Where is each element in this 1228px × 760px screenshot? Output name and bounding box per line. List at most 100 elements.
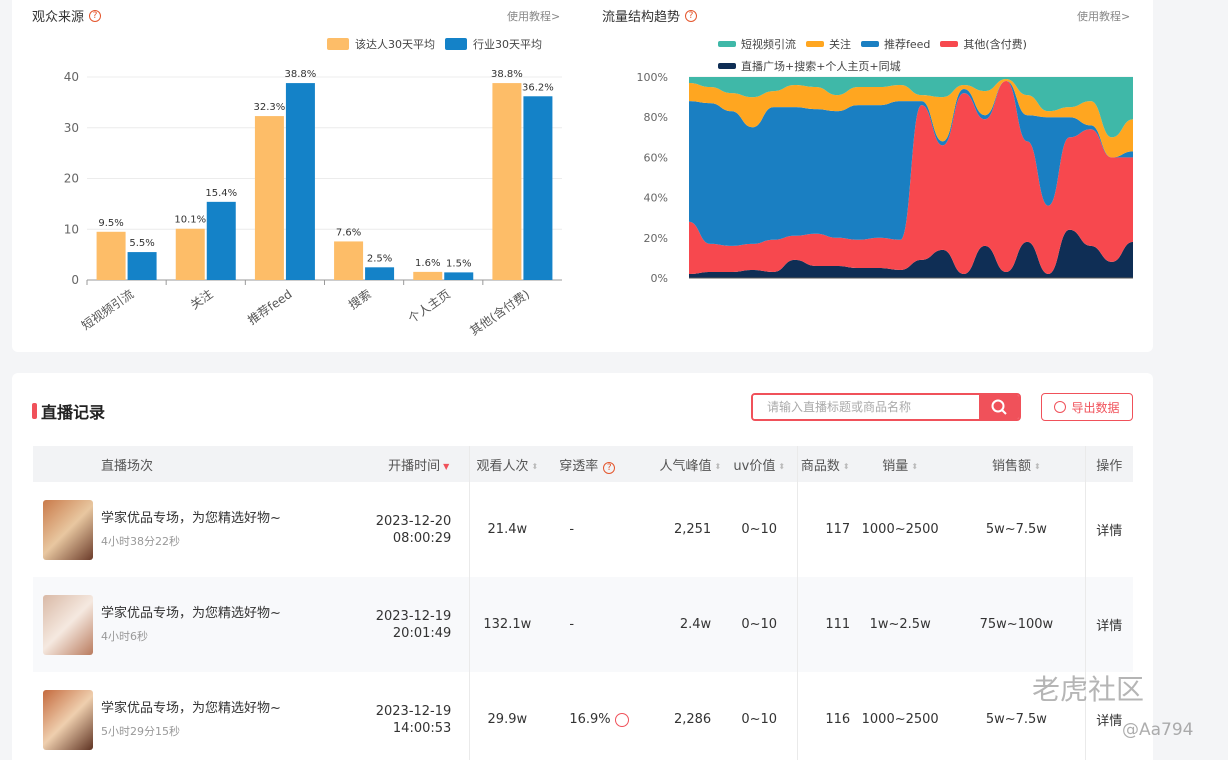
legend-label: 直播广场+搜索+个人主页+同城: [741, 60, 901, 73]
peak-cell: 2,286: [673, 712, 712, 727]
sort-icon[interactable]: ⬍: [1034, 461, 1041, 471]
bar-data-label: 38.8%: [285, 69, 317, 80]
search-box: [751, 393, 1021, 421]
bar: [492, 83, 522, 280]
live-title[interactable]: 学家优品专场，为您精选好物~: [101, 511, 281, 526]
records-card: 直播记录 导出数据 直播场次 开播时间▼ 观看人次⬍ 穿透率? 人气峰值⬍ uv…: [12, 373, 1153, 760]
goods-cell: 111: [797, 577, 853, 672]
bar-data-label: 1.5%: [446, 258, 471, 269]
table-row[interactable]: 学家优品专场，为您精选好物~ 5小时29分15秒 2023-12-19 14:00:5…: [33, 672, 1133, 760]
revenue-cell: 5w~7.5w: [948, 672, 1086, 760]
search-input[interactable]: [753, 395, 979, 419]
traffic-area-chart: 0% 20% 40% 60% 80% 100%: [637, 71, 1133, 285]
col-peak[interactable]: 人气峰值 ⬍: [630, 446, 722, 482]
area-series: [689, 81, 1133, 246]
legend-item-plaza[interactable]: 直播广场+搜索+个人主页+同城: [718, 58, 901, 74]
help-icon[interactable]: ?: [89, 9, 102, 22]
live-title[interactable]: 学家优品专场，为您精选好物~: [101, 701, 281, 716]
export-button[interactable]: 导出数据: [1041, 393, 1133, 421]
audience-legend: 该达人30天平均 行业30天平均: [327, 36, 552, 52]
legend-swatch-icon: [718, 41, 736, 47]
sort-icon[interactable]: ⬍: [531, 461, 539, 471]
area-series: [689, 229, 1133, 278]
sort-icon[interactable]: ⬍: [911, 461, 919, 471]
col-revenue[interactable]: 销售额 ⬍: [948, 446, 1086, 482]
legend-label: 短视频引流: [741, 38, 796, 51]
live-thumbnail[interactable]: [43, 689, 93, 750]
x-category-label: 推荐feed: [245, 287, 294, 327]
y-tick-label: 0: [71, 273, 79, 287]
bar-data-label: 1.6%: [415, 258, 440, 269]
bar-data-label: 2.5%: [367, 253, 392, 264]
records-title: 直播记录: [32, 399, 105, 423]
start-time-cell: 2023-12-19 14:00:53: [291, 672, 471, 760]
traffic-title-text: 流量结构趋势: [602, 10, 681, 25]
peak-cell: 2.4w: [630, 577, 722, 672]
live-title[interactable]: 学家优品专场，为您精选好物~: [101, 606, 281, 621]
trend-icon[interactable]: [614, 712, 629, 727]
bar: [365, 267, 395, 280]
legend-item-short-video[interactable]: 短视频引流: [718, 36, 796, 52]
col-action: 操作: [1085, 446, 1133, 482]
detail-link[interactable]: 详情: [1096, 714, 1123, 729]
table-row[interactable]: 学家优品专场，为您精选好物~ 4小时6秒 2023-12-19 20:01:49 132…: [33, 577, 1133, 672]
x-category-label: 搜索: [346, 286, 374, 312]
bar: [127, 252, 157, 280]
watermark-text: 老虎社区: [1032, 673, 1145, 706]
sort-icon[interactable]: ⬍: [714, 461, 722, 471]
search-icon: [991, 399, 1007, 415]
table-row[interactable]: 学家优品专场，为您精选好物~ 4小时38分22秒 2023-12-20 08:00:2…: [33, 482, 1133, 577]
search-button[interactable]: [979, 395, 1019, 419]
legend-item-feed[interactable]: 推荐feed: [861, 36, 930, 52]
audience-title: 观众来源 ?: [32, 6, 102, 25]
bar: [285, 83, 315, 280]
traffic-tutorial-link[interactable]: 使用教程>: [1077, 10, 1131, 23]
x-category-label: 其他(含付费): [467, 286, 532, 338]
detail-link[interactable]: 详情: [1096, 524, 1123, 539]
bar: [96, 231, 126, 280]
y-tick-label: 30: [64, 121, 79, 135]
bar: [254, 116, 284, 280]
x-category-label: 个人主页: [406, 287, 453, 326]
detail-link[interactable]: 详情: [1085, 577, 1133, 672]
legend-swatch-icon: [718, 63, 736, 69]
sort-icon[interactable]: ⬍: [842, 461, 850, 471]
legend-item-creator[interactable]: 该达人30天平均: [327, 36, 435, 52]
bar: [413, 271, 443, 280]
bar: [175, 228, 205, 280]
goods-cell: 117: [825, 522, 851, 537]
col-start-time[interactable]: 开播时间 ▼: [291, 446, 471, 482]
sales-cell: 1w~2.5w: [852, 577, 949, 672]
sort-desc-icon[interactable]: ▼: [443, 461, 450, 471]
col-goods[interactable]: 商品数 ⬍: [797, 446, 853, 482]
penetration-cell: 16.9%: [544, 672, 630, 760]
start-time-cell: 2023-12-19 20:01:49: [291, 577, 471, 672]
audience-tutorial-link[interactable]: 使用教程>: [507, 10, 561, 23]
records-table: 直播场次 开播时间 ▼ 观看人次 ⬍ 穿透率? 人气峰值 ⬍ uv价值 ⬍ 商品数 ⬍ 销…: [33, 446, 1133, 760]
legend-label: 该达人30天平均: [355, 38, 435, 51]
goods-cell: 116: [825, 712, 851, 727]
col-live: 直播场次: [33, 446, 291, 482]
title-accent-bar: [32, 403, 37, 419]
legend-swatch-icon: [327, 38, 349, 50]
views-cell: 29.9w: [487, 712, 528, 727]
uv-cell: 0~10: [721, 482, 799, 577]
help-icon[interactable]: ?: [685, 9, 698, 22]
legend-item-other[interactable]: 其他(含付费): [940, 36, 1027, 52]
col-views[interactable]: 观看人次 ⬍: [469, 446, 545, 482]
live-thumbnail[interactable]: [43, 499, 93, 560]
live-duration: 4小时38分22秒: [101, 535, 180, 548]
sort-icon[interactable]: ⬍: [778, 461, 786, 471]
bar-data-label: 15.4%: [205, 188, 237, 199]
traffic-title: 流量结构趋势 ?: [602, 6, 698, 25]
legend-item-follow[interactable]: 关注: [806, 36, 851, 52]
bar-data-label: 10.1%: [174, 215, 206, 226]
help-icon[interactable]: ?: [603, 461, 616, 474]
col-uv[interactable]: uv价值 ⬍: [721, 446, 799, 482]
y-tick-label: 60%: [644, 151, 668, 164]
legend-item-industry[interactable]: 行业30天平均: [445, 36, 542, 52]
legend-label: 推荐feed: [884, 38, 931, 51]
live-thumbnail[interactable]: [43, 594, 93, 655]
views-cell: 21.4w: [487, 522, 528, 537]
col-sales[interactable]: 销量 ⬍: [852, 446, 949, 482]
